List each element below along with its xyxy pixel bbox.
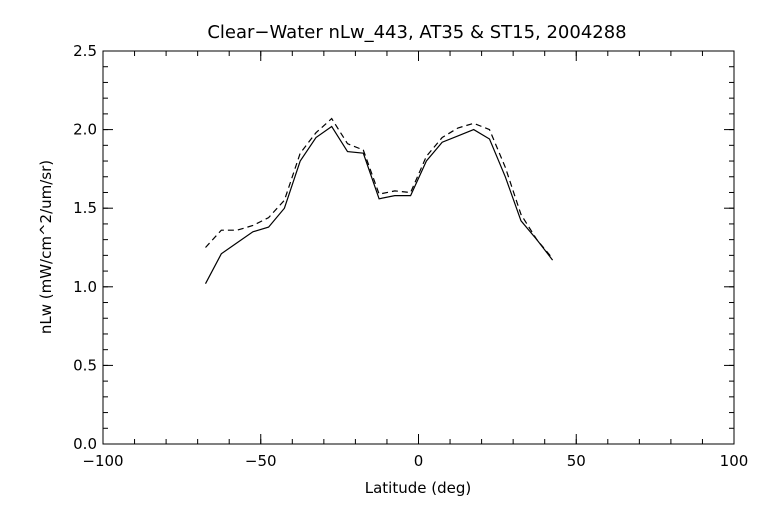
series-group [204,117,554,284]
y-axis-ticks: 0.0 0.5 1.0 1.5 2.0 2.5 [73,42,734,453]
x-axis-title: Latitude (deg) [365,479,471,497]
y-tick-label: 0.0 [73,435,97,453]
x-tick-label: 50 [567,452,586,470]
y-tick-label: 1.5 [73,199,97,217]
y-tick-label: 2.0 [73,121,97,139]
chart-title: Clear−Water nLw_443, AT35 & ST15, 200428… [207,22,626,43]
series-line-dashed [205,117,554,259]
x-tick-label: 0 [414,452,424,470]
y-axis-title: nLw (mW/cm^2/um/sr) [37,160,55,334]
x-axis-ticks: −100 −50 0 50 100 [82,51,748,470]
x-tick-label: 100 [720,452,749,470]
minor-ticks [102,50,735,445]
y-tick-label: 0.5 [73,356,97,374]
y-tick-label: 2.5 [73,42,97,60]
x-tick-label: −100 [82,452,123,470]
x-tick-label: −50 [245,452,277,470]
series-line-solid [204,125,554,284]
y-tick-label: 1.0 [73,278,97,296]
plot-frame [102,50,735,445]
